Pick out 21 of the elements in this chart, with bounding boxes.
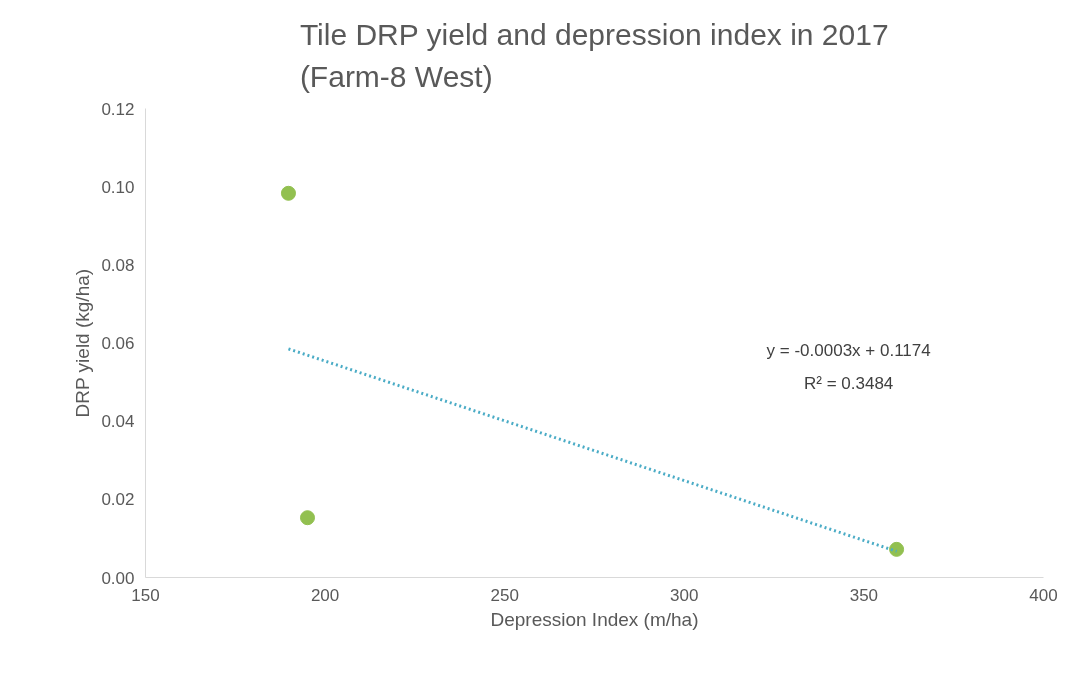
y-tick-label: 0.04 [101, 412, 135, 432]
x-tick-label: 200 [310, 585, 340, 605]
annotation: R² = 0.3484 [803, 373, 894, 393]
annotation: y = -0.0003x + 0.1174 [766, 341, 931, 361]
y-tick-label: 0.02 [101, 490, 135, 510]
y-tick-label: 0.12 [101, 99, 135, 119]
y-tick-label: 0.00 [101, 568, 135, 588]
x-tick-label: 150 [131, 585, 160, 605]
point [280, 185, 296, 201]
y-tick-label: 0.06 [101, 334, 135, 353]
point [300, 510, 315, 526]
x-tick-label: 400 [1029, 585, 1058, 605]
point [889, 541, 905, 557]
y-tick-label: 0.08 [101, 255, 135, 275]
x-tick-label: 300 [670, 585, 699, 605]
chart-title: Tile DRP yield and depression index in 2017 (Farm-8 West) [299, 17, 889, 94]
y-tick-label: 0.10 [101, 177, 135, 197]
y-axis-title: DRP yield (kg/ha) [72, 268, 94, 418]
x-axis-title: Depression Index (m/ha) [490, 608, 699, 630]
x-tick-label: 350 [849, 585, 879, 605]
x-tick-label: 250 [490, 585, 519, 605]
